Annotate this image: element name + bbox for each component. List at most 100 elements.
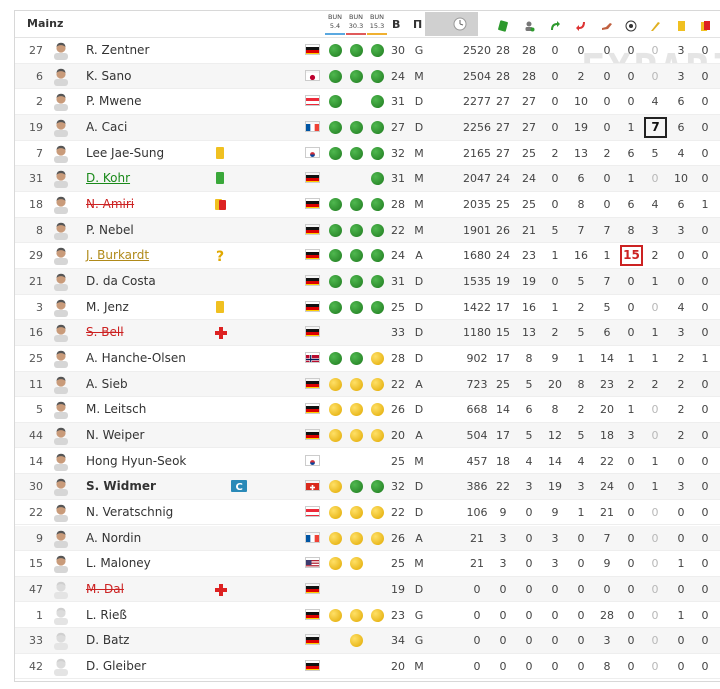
player-name[interactable]: L. Maloney bbox=[86, 556, 151, 571]
table-row[interactable]: 7 Lee Jae-Sung 32 M 2165 27 25 2 13 2 6 5 4 00 bbox=[15, 141, 720, 167]
started-dot[interactable] bbox=[329, 197, 342, 211]
avatar[interactable] bbox=[53, 375, 69, 394]
table-row[interactable]: 42D. Gleiber20M00000800000 bbox=[15, 654, 720, 680]
started-dot[interactable] bbox=[371, 44, 384, 57]
avatar[interactable] bbox=[53, 195, 69, 214]
player-name[interactable]: N. Weiper bbox=[86, 427, 145, 442]
player-name[interactable]: N. Amiri bbox=[86, 196, 135, 211]
started-dot[interactable] bbox=[350, 197, 363, 211]
player-name[interactable]: Lee Jae-Sung bbox=[86, 145, 165, 160]
started-dot[interactable] bbox=[329, 69, 342, 83]
player-name[interactable]: D. Batz bbox=[86, 633, 130, 648]
player-name[interactable]: R. Zentner bbox=[86, 43, 150, 57]
second-yellow-icon[interactable] bbox=[699, 17, 711, 31]
game-header-3[interactable]: BUN 15.3 bbox=[367, 13, 387, 35]
started-dot[interactable] bbox=[371, 223, 384, 237]
started-dot[interactable] bbox=[371, 274, 384, 288]
started-dot[interactable] bbox=[371, 95, 384, 109]
avatar[interactable] bbox=[53, 657, 69, 676]
sub-out-icon[interactable] bbox=[575, 17, 587, 31]
player-name[interactable]: P. Mwene bbox=[86, 94, 142, 109]
sub-dot[interactable] bbox=[371, 428, 384, 442]
game-header-2[interactable]: BUN 30.3 bbox=[346, 13, 366, 35]
assists-icon[interactable] bbox=[601, 17, 613, 30]
player-name[interactable]: D. Kohr bbox=[86, 171, 131, 186]
avatar[interactable] bbox=[53, 503, 69, 522]
team-name[interactable]: Mainz bbox=[27, 17, 64, 30]
sub-dot[interactable] bbox=[329, 608, 342, 622]
sub-dot[interactable] bbox=[329, 428, 342, 442]
started-dot[interactable] bbox=[329, 120, 342, 134]
sub-dot[interactable] bbox=[350, 634, 363, 648]
player-name[interactable]: A. Caci bbox=[86, 119, 128, 134]
started-dot[interactable] bbox=[350, 480, 363, 494]
started-dot[interactable] bbox=[371, 300, 384, 314]
avatar[interactable] bbox=[53, 477, 69, 497]
avatar[interactable] bbox=[53, 298, 69, 317]
sub-dot[interactable] bbox=[329, 531, 342, 545]
player-name[interactable]: K. Sano bbox=[86, 68, 132, 83]
player-name[interactable]: M. Jenz bbox=[86, 299, 129, 314]
started-dot[interactable] bbox=[350, 249, 363, 263]
sub-dot[interactable] bbox=[371, 608, 384, 622]
started-dot[interactable] bbox=[371, 69, 384, 83]
started-dot[interactable] bbox=[350, 223, 363, 237]
avatar[interactable] bbox=[53, 400, 69, 420]
sub-dot[interactable] bbox=[371, 531, 384, 545]
table-row[interactable]: 16S. Bell33D1180151325601300 bbox=[15, 320, 720, 346]
avatar[interactable] bbox=[53, 452, 69, 471]
started-dot[interactable] bbox=[371, 480, 384, 494]
sub-dot[interactable] bbox=[371, 403, 384, 417]
avatar[interactable] bbox=[53, 169, 69, 189]
started-dot[interactable] bbox=[329, 274, 342, 288]
avatar[interactable] bbox=[53, 144, 69, 163]
table-row[interactable]: 44N. Weiper20A5041751251830200 bbox=[15, 422, 720, 449]
started-dot[interactable] bbox=[329, 95, 342, 109]
sub-dot[interactable] bbox=[329, 557, 342, 571]
table-row[interactable]: 2P. Mwene31D22772727010004600 bbox=[15, 89, 720, 115]
appearances-icon[interactable] bbox=[497, 17, 509, 32]
table-row[interactable]: 29J. Burkardt?24A168024231161152000 bbox=[15, 243, 720, 269]
sub-dot[interactable] bbox=[371, 505, 384, 519]
started-dot[interactable] bbox=[371, 172, 384, 186]
starts-icon[interactable] bbox=[523, 17, 535, 32]
started-dot[interactable] bbox=[350, 120, 363, 134]
player-name[interactable]: A. Hanche-Olsen bbox=[86, 350, 186, 365]
sub-dot[interactable] bbox=[350, 403, 363, 417]
sub-in-icon[interactable] bbox=[549, 17, 561, 30]
sub-dot[interactable] bbox=[350, 531, 363, 545]
started-dot[interactable] bbox=[371, 146, 384, 160]
player-name[interactable]: D. Gleiber bbox=[86, 658, 147, 673]
table-row[interactable]: 5M. Leitsch26D668146822010200 bbox=[15, 397, 720, 423]
table-row[interactable]: 21D. da Costa31D1535191905701000 bbox=[15, 268, 720, 295]
player-name[interactable]: A. Sieb bbox=[86, 376, 128, 391]
avatar[interactable] bbox=[53, 349, 69, 368]
avatar[interactable] bbox=[53, 529, 69, 548]
sub-dot[interactable] bbox=[350, 505, 363, 519]
player-name[interactable]: N. Veratschnig bbox=[86, 504, 174, 519]
sub-dot[interactable] bbox=[371, 351, 384, 365]
own-goal-icon[interactable] bbox=[649, 17, 661, 31]
table-row[interactable]: 11A. Sieb22A7232552082322200 bbox=[15, 371, 720, 398]
player-name[interactable]: S. Widmer bbox=[86, 479, 156, 494]
avatar[interactable] bbox=[53, 67, 69, 86]
table-row[interactable]: 27R. Zentner30G2520282800000300 bbox=[15, 38, 720, 64]
started-dot[interactable] bbox=[329, 249, 342, 263]
position-header[interactable]: П bbox=[413, 18, 423, 31]
avatar[interactable] bbox=[53, 580, 69, 599]
avatar[interactable] bbox=[53, 272, 69, 291]
avatar[interactable] bbox=[53, 118, 69, 137]
sub-dot[interactable] bbox=[329, 377, 342, 391]
table-row[interactable]: 47M. Dal19D00000000000 bbox=[15, 576, 720, 603]
avatar[interactable] bbox=[53, 426, 69, 445]
yellow-card-icon[interactable] bbox=[675, 17, 687, 31]
started-dot[interactable] bbox=[371, 197, 384, 211]
started-dot[interactable] bbox=[329, 351, 342, 365]
started-dot[interactable] bbox=[350, 300, 363, 314]
avatar[interactable] bbox=[53, 246, 69, 266]
avatar[interactable] bbox=[53, 221, 69, 240]
player-name[interactable]: A. Nordin bbox=[86, 530, 142, 545]
minutes-header[interactable] bbox=[425, 12, 478, 36]
